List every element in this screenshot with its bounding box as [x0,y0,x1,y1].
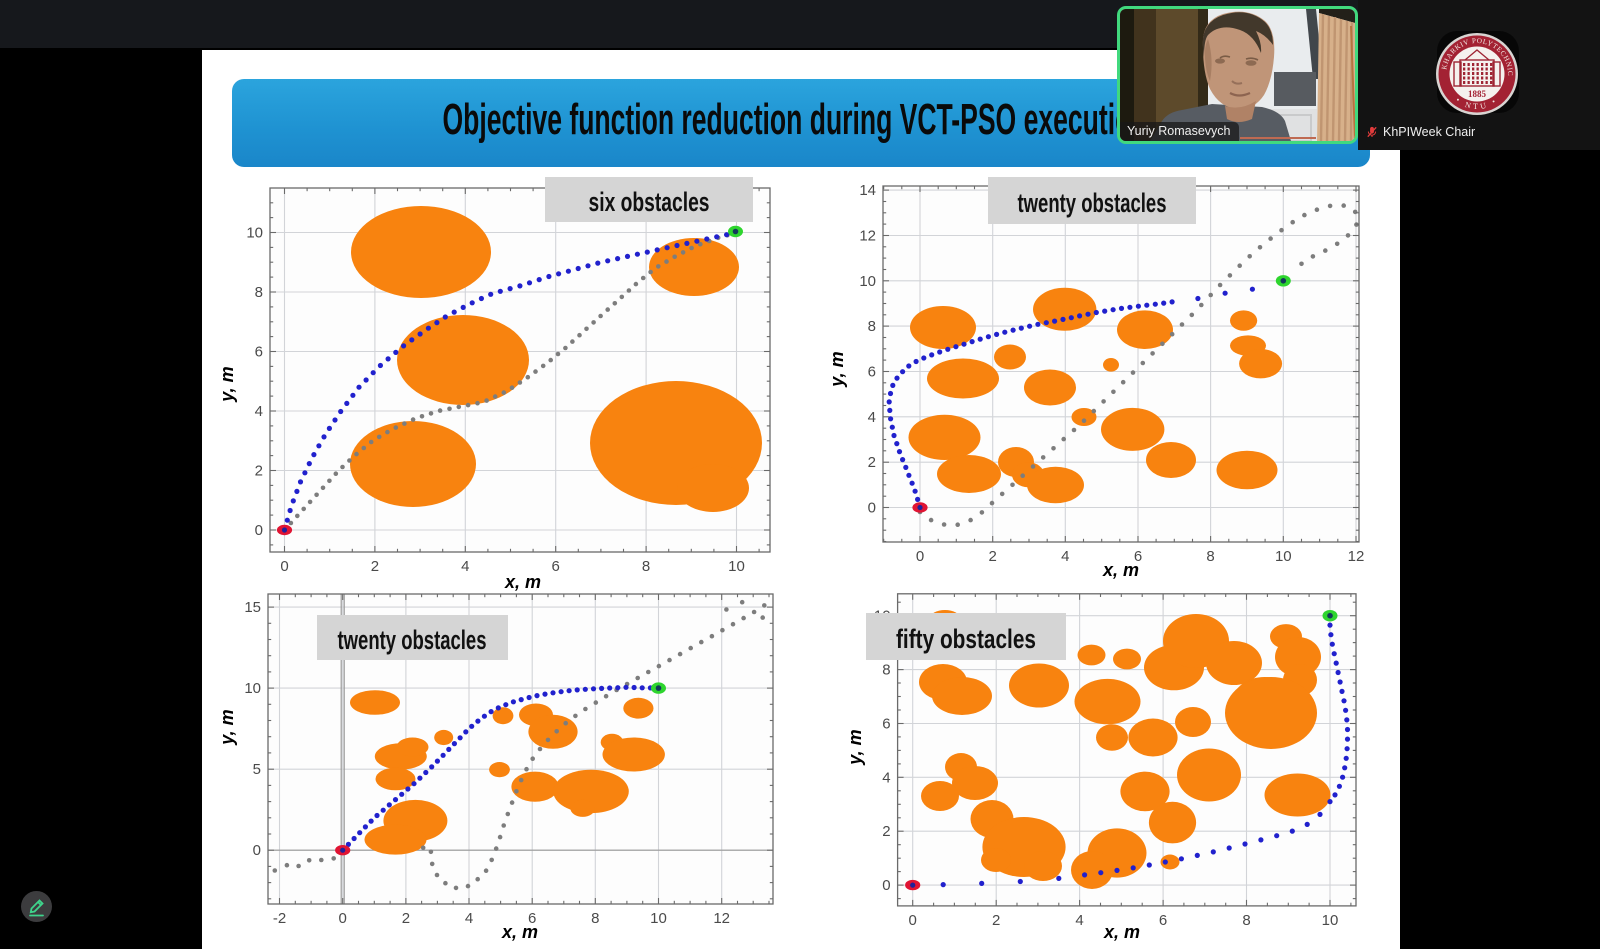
svg-text:4: 4 [868,409,876,426]
svg-text:10: 10 [859,273,876,290]
svg-text:2: 2 [989,548,997,565]
svg-text:6: 6 [528,910,536,927]
svg-text:12: 12 [1348,548,1365,565]
svg-text:0: 0 [916,548,924,565]
svg-text:6: 6 [1134,548,1142,565]
svg-text:x, m: x, m [504,572,541,592]
svg-text:4: 4 [882,769,890,786]
svg-text:fifty obstacles: fifty obstacles [896,624,1036,654]
svg-text:10: 10 [1322,912,1339,929]
svg-text:x, m: x, m [1103,922,1140,942]
svg-text:5: 5 [253,761,261,778]
svg-text:2: 2 [882,823,890,840]
svg-text:14: 14 [859,182,876,199]
svg-text:8: 8 [882,662,890,679]
svg-text:8: 8 [1206,548,1214,565]
svg-text:Objective function reduction d: Objective function reduction during VCT-… [443,95,1148,144]
svg-text:6: 6 [255,344,263,361]
svg-text:10: 10 [246,225,263,242]
svg-text:6: 6 [552,558,560,575]
svg-text:12: 12 [713,910,730,927]
svg-text:2: 2 [255,463,263,480]
svg-text:8: 8 [1242,912,1250,929]
svg-text:1885: 1885 [1468,89,1487,99]
svg-text:0: 0 [255,522,263,539]
svg-text:twenty obstacles: twenty obstacles [1018,188,1167,218]
svg-text:y, m: y, m [217,366,237,402]
svg-text:8: 8 [591,910,599,927]
svg-text:2: 2 [371,558,379,575]
svg-text:15: 15 [244,599,261,616]
svg-text:12: 12 [859,228,876,245]
svg-text:x, m: x, m [501,922,538,942]
svg-text:10: 10 [244,680,261,697]
svg-text:x, m: x, m [1102,560,1139,580]
svg-text:six obstacles: six obstacles [589,187,710,217]
svg-text:4: 4 [1075,912,1083,929]
svg-text:8: 8 [255,284,263,301]
svg-text:2: 2 [868,454,876,471]
svg-text:6: 6 [882,716,890,733]
svg-text:y, m: y, m [845,729,865,765]
svg-text:0: 0 [868,500,876,517]
svg-text:4: 4 [465,910,473,927]
svg-text:2: 2 [992,912,1000,929]
svg-text:4: 4 [461,558,469,575]
svg-text:2: 2 [402,910,410,927]
svg-text:0: 0 [253,842,261,859]
svg-text:4: 4 [255,403,263,420]
svg-text:6: 6 [868,364,876,381]
svg-text:4: 4 [1061,548,1069,565]
svg-text:0: 0 [339,910,347,927]
svg-text:8: 8 [642,558,650,575]
svg-text:10: 10 [1275,548,1292,565]
svg-text:8: 8 [868,318,876,335]
svg-text:0: 0 [280,558,288,575]
svg-text:y, m: y, m [827,351,847,387]
svg-text:10: 10 [650,910,667,927]
svg-text:6: 6 [1159,912,1167,929]
svg-text:twenty obstacles: twenty obstacles [338,625,487,655]
svg-text:0: 0 [882,877,890,894]
svg-text:y, m: y, m [217,709,237,745]
svg-text:10: 10 [728,558,745,575]
svg-text:-2: -2 [273,910,286,927]
svg-text:0: 0 [909,912,917,929]
